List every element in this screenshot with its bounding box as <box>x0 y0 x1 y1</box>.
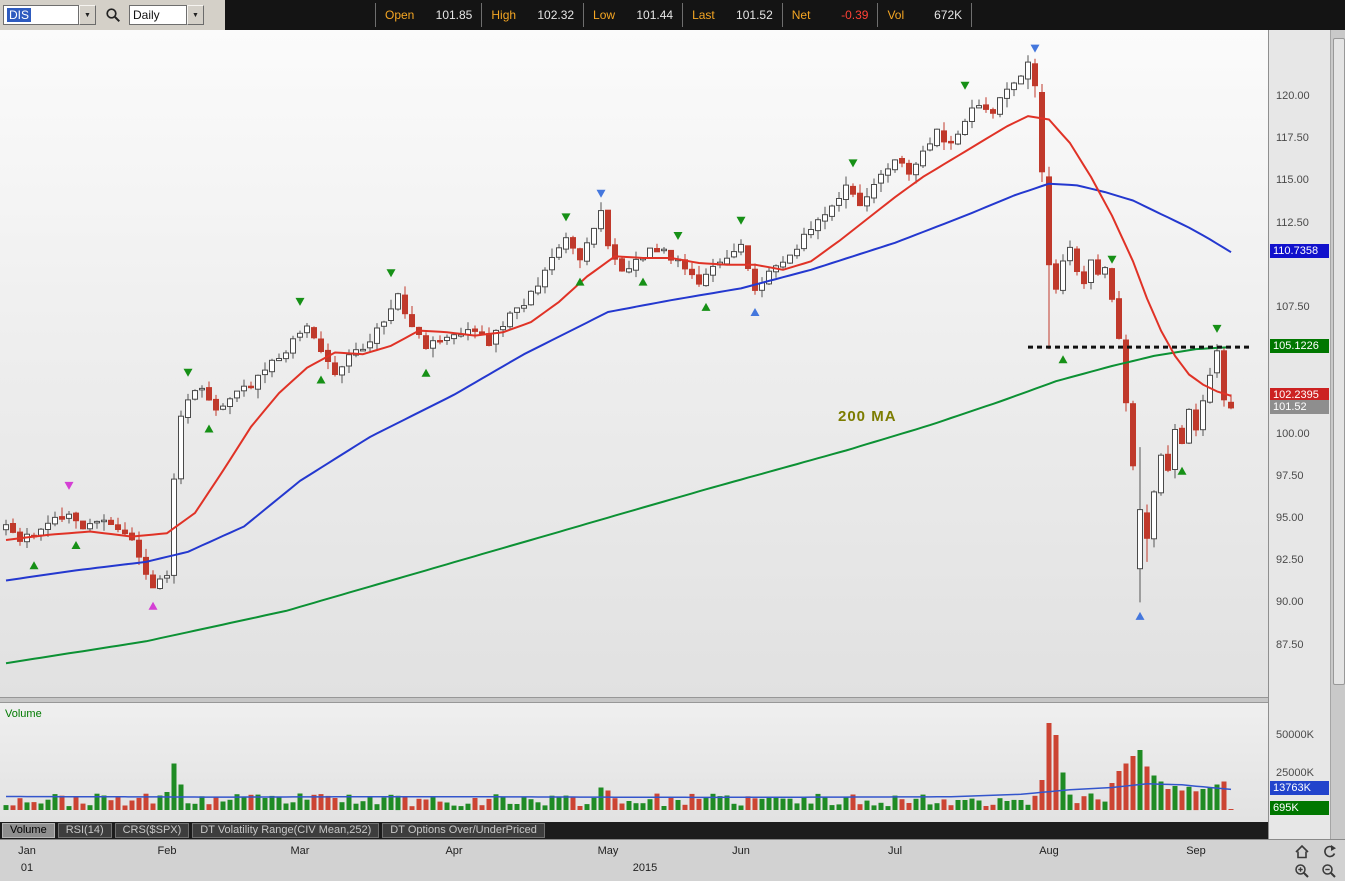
quote-high-value: 102.32 <box>537 8 575 22</box>
tab-crs-spx[interactable]: CRS($SPX) <box>114 823 190 838</box>
symbol-input-value: DIS <box>7 8 32 22</box>
month-label: Aug <box>1039 845 1059 857</box>
volume-tick: 50000K <box>1276 729 1314 741</box>
quote-low-label: Low <box>593 8 616 22</box>
month-label: Sep <box>1186 845 1206 857</box>
quote-bar: Open 101.85 High 102.32 Low 101.44 Last … <box>375 3 973 27</box>
month-label: Jan <box>18 845 36 857</box>
price-tick: 90.00 <box>1276 596 1304 609</box>
quote-last-label: Last <box>692 8 715 22</box>
price-tick: 112.50 <box>1276 216 1309 229</box>
quote-volume: Vol 672K <box>877 3 971 27</box>
zoom-out-icon <box>1321 863 1336 878</box>
pane-divider[interactable] <box>0 697 1268 703</box>
price-badge: 101.52 <box>1270 399 1329 414</box>
quote-net-label: Net <box>791 8 811 22</box>
timeframe-dropdown-button[interactable]: ▼ <box>187 5 204 25</box>
quote-last: Last 101.52 <box>682 3 782 27</box>
price-tick: 87.50 <box>1276 638 1304 651</box>
zoom-in-icon <box>1294 863 1309 878</box>
price-tick: 100.00 <box>1276 427 1310 440</box>
volume-pane-label: Volume <box>5 708 42 720</box>
tab-rsi[interactable]: RSI(14) <box>57 823 112 838</box>
vertical-scrollbar[interactable] <box>1330 30 1345 839</box>
month-label: Apr <box>445 845 463 857</box>
price-tick: 117.50 <box>1276 132 1309 145</box>
zoom-out-button[interactable] <box>1321 863 1337 879</box>
axis-sub-label: 2015 <box>632 862 658 874</box>
symbol-dropdown-button[interactable]: ▼ <box>79 5 96 25</box>
quote-net-value: -0.39 <box>841 8 869 22</box>
chart-nav-icons <box>1288 842 1342 880</box>
quote-open-value: 101.85 <box>435 8 473 22</box>
quote-open: Open 101.85 <box>375 3 481 27</box>
chevron-down-icon: ▼ <box>84 11 91 19</box>
chevron-down-icon: ▼ <box>192 11 199 19</box>
symbol-input[interactable]: DIS <box>3 5 79 25</box>
top-toolbar: DIS ▼ Daily ▼ Open 101.85 <box>0 0 1345 30</box>
scrollbar-thumb[interactable] <box>1333 38 1345 685</box>
price-tick: 107.50 <box>1276 300 1310 313</box>
price-tick: 92.50 <box>1276 554 1304 567</box>
price-tick: 115.00 <box>1276 174 1309 187</box>
quote-open-label: Open <box>385 8 415 22</box>
tab-dt-volatility-range[interactable]: DT Volatility Range(CIV Mean,252) <box>192 823 380 838</box>
tab-dt-options-overpriced[interactable]: DT Options Over/UnderPriced <box>382 823 545 838</box>
timeframe-select[interactable]: Daily <box>129 5 187 25</box>
symbol-toolbar: DIS ▼ Daily ▼ <box>0 0 225 30</box>
quote-last-value: 101.52 <box>736 8 773 22</box>
quote-volume-value: 672K <box>934 8 963 22</box>
price-badge: 105.1226 <box>1270 339 1329 354</box>
price-chart[interactable]: 200 MA <box>0 30 1268 697</box>
symbol-search-button[interactable] <box>105 5 121 25</box>
axis-sub-label: 01 <box>20 862 34 874</box>
quote-high: High 102.32 <box>481 3 583 27</box>
volume-badge: 13763K <box>1270 781 1329 796</box>
quote-net: Net -0.39 <box>781 3 878 27</box>
home-icon <box>1294 844 1309 858</box>
quote-volume-label: Vol <box>887 8 905 22</box>
price-badge: 102.2395 <box>1270 387 1329 402</box>
quote-low-value: 101.44 <box>636 8 674 22</box>
volume-badge: 695K <box>1270 800 1329 815</box>
month-label: Feb <box>157 845 177 857</box>
month-label: Mar <box>290 845 310 857</box>
quote-low: Low 101.44 <box>583 3 682 27</box>
month-label: Jul <box>887 845 903 857</box>
month-label: May <box>597 845 619 857</box>
tab-volume[interactable]: Volume <box>2 823 55 838</box>
price-tick: 97.50 <box>1276 469 1304 482</box>
volume-tick: 25000K <box>1276 766 1314 779</box>
zoom-in-button[interactable] <box>1294 863 1310 879</box>
price-tick: 120.00 <box>1276 89 1310 102</box>
time-axis[interactable]: Jan Feb Mar Apr May Jun Jul Aug Sep 01 2015 <box>0 839 1345 881</box>
month-label: Jun <box>732 845 750 857</box>
reset-arrow-icon <box>1323 844 1336 857</box>
timeframe-value: Daily <box>133 8 160 22</box>
volume-chart[interactable]: Volume <box>0 703 1268 822</box>
indicator-tab-bar: Volume RSI(14) CRS($SPX) DT Volatility R… <box>0 822 1268 839</box>
ma-200-annotation: 200 MA <box>838 408 897 425</box>
search-icon <box>106 8 121 23</box>
price-tick: 95.00 <box>1276 512 1304 524</box>
quote-high-label: High <box>491 8 517 22</box>
reset-view-button[interactable] <box>1321 844 1337 860</box>
home-button[interactable] <box>1294 844 1310 860</box>
price-badge: 110.7358 <box>1270 244 1329 259</box>
price-axis[interactable]: 120.00 117.50 115.00 112.50 107.50 100.00 97.5… <box>1268 30 1330 839</box>
